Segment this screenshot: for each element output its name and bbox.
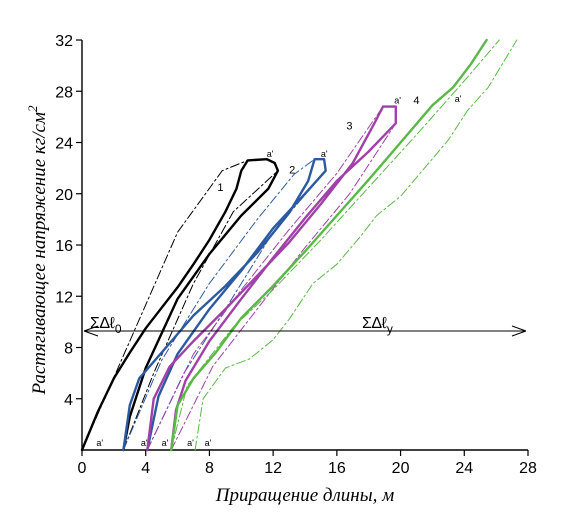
- series-line-1-dashdot-1: [81, 159, 249, 451]
- elongation-arrow: Σ∆ℓ0 Σ∆ℓу: [83, 315, 527, 337]
- y-tick-label: 20: [55, 187, 73, 204]
- peak-marker-3: a': [394, 95, 401, 105]
- y-tick-label: 24: [55, 136, 73, 153]
- series-line-1-dashdot-2: [122, 170, 279, 451]
- series-line-3-dashdot-7: [146, 106, 384, 451]
- right-arrowhead-icon: [511, 325, 527, 337]
- series-line-2-dashdot-5: [146, 170, 327, 451]
- y-tick-label: 8: [64, 341, 73, 358]
- x-tick-label: 4: [141, 460, 150, 477]
- series-line-4-dashdot-10: [170, 39, 500, 451]
- y-tick-label: 12: [55, 289, 73, 306]
- x-tick-label: 24: [455, 460, 473, 477]
- x-tick-label: 28: [519, 460, 537, 477]
- y-tick-label: 32: [55, 33, 73, 50]
- tick-marks: [76, 39, 529, 456]
- curve-labels: 1 a' 2 a' 3 a' 4 a' a' a' a' a' a': [96, 94, 461, 448]
- base-marker: a': [96, 438, 103, 448]
- curve-label-2: 2: [289, 164, 295, 176]
- peak-marker-4: a': [455, 94, 462, 104]
- series-line-2-solid: [122, 157, 327, 452]
- y-tick-label: 4: [64, 392, 73, 409]
- series-group: [80, 38, 518, 452]
- curve-label-4: 4: [413, 95, 419, 107]
- series-line-4-solid: [169, 38, 488, 452]
- base-marker: a': [162, 438, 169, 448]
- right-arrow-label: Σ∆ℓу: [362, 315, 393, 336]
- y-tick-label: 28: [55, 84, 73, 101]
- x-axis-label: Приращение длины, м: [215, 485, 394, 506]
- x-tick-label: 20: [392, 460, 410, 477]
- x-tick-label: 8: [205, 460, 214, 477]
- peak-marker-1: a': [267, 149, 274, 159]
- base-marker: a': [205, 438, 212, 448]
- x-tick-label: 12: [264, 460, 282, 477]
- x-tick-label: 0: [78, 460, 87, 477]
- left-arrow-label: Σ∆ℓ0: [90, 315, 122, 336]
- series-line-1-solid: [80, 157, 280, 452]
- y-tick-label: 16: [55, 238, 73, 255]
- series-line-3-solid: [146, 105, 397, 452]
- base-marker: a': [187, 438, 194, 448]
- base-marker: a': [141, 438, 148, 448]
- x-tick-label: 16: [328, 460, 346, 477]
- y-axis-label: Растягивающее напряжение кг/см2: [25, 105, 50, 396]
- left-arrowhead-icon: [83, 325, 99, 337]
- curve-label-3: 3: [346, 121, 352, 133]
- curve-label-1: 1: [217, 182, 223, 194]
- peak-marker-2: a': [321, 149, 328, 159]
- series-line-3-dashdot-8: [170, 122, 397, 451]
- series-line-2-dashdot-4: [122, 158, 316, 451]
- series-line-4-dashdot-11: [194, 39, 518, 451]
